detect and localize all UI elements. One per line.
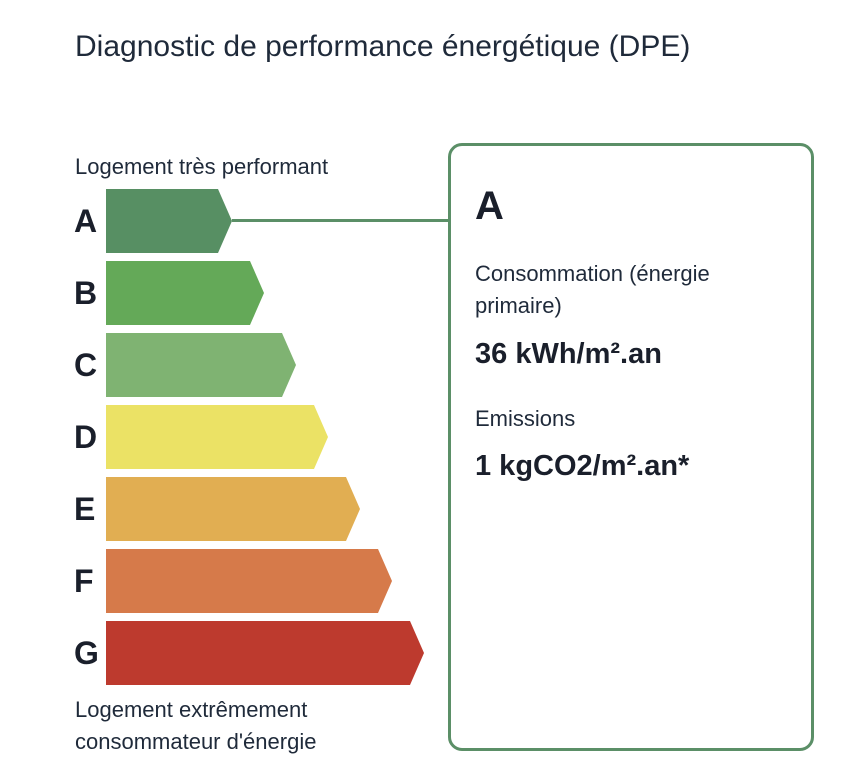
energy-class-bar-f [106,549,392,613]
selected-class-connector [232,219,450,222]
energy-class-letter: D [74,419,98,455]
result-class-letter: A [475,184,504,228]
emissions-value: 1 kgCO2/m².an* [475,450,690,482]
energy-class-bar-e [106,477,360,541]
energy-class-bar-b [106,261,264,325]
consumption-value: 36 kWh/m².an [475,338,662,370]
dpe-result-card: A Consommation (énergie primaire) 36 kWh… [448,143,814,751]
consumption-label: Consommation (énergie primaire) [475,261,710,318]
energy-class-letter: B [74,275,98,311]
scale-bottom-label: Logement extrêmement consommateur d'éner… [75,697,317,754]
energy-class-letter: A [74,203,98,239]
energy-class-bar-a [106,189,232,253]
energy-class-bar-g [106,621,424,685]
energy-class-letter: E [74,491,96,527]
energy-class-letter: G [74,635,99,671]
scale-top-label: Logement très performant [75,154,329,179]
energy-class-letter: F [74,563,94,599]
emissions-label: Emissions [475,406,576,431]
page-title: Diagnostic de performance énergétique (D… [75,30,691,63]
energy-class-letter: C [74,347,98,383]
energy-class-bar-d [106,405,328,469]
energy-class-bar-c [106,333,296,397]
